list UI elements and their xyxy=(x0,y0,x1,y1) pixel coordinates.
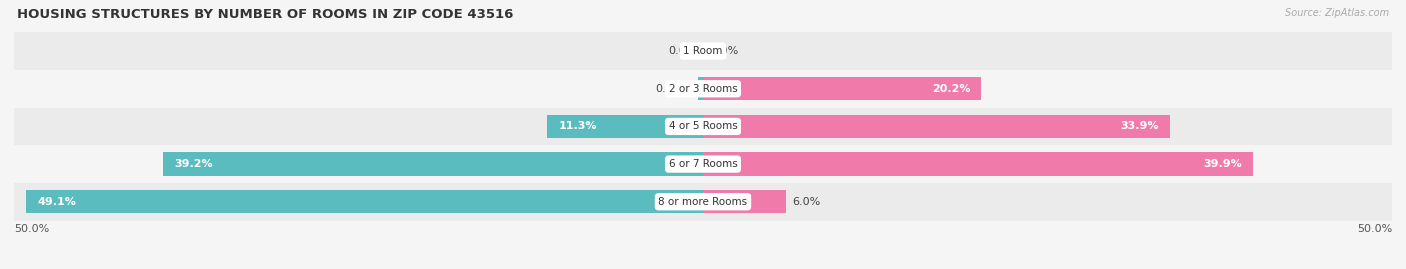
Bar xyxy=(697,77,703,100)
Bar xyxy=(703,153,1253,176)
Bar xyxy=(14,145,1392,183)
Bar xyxy=(547,115,703,138)
Text: 1 Room: 1 Room xyxy=(683,46,723,56)
Text: 8 or more Rooms: 8 or more Rooms xyxy=(658,197,748,207)
Text: 6 or 7 Rooms: 6 or 7 Rooms xyxy=(669,159,737,169)
Text: 0.0%: 0.0% xyxy=(710,46,738,56)
Text: 4 or 5 Rooms: 4 or 5 Rooms xyxy=(669,121,737,132)
Text: 39.2%: 39.2% xyxy=(174,159,212,169)
Text: 20.2%: 20.2% xyxy=(932,84,970,94)
Text: 0.0%: 0.0% xyxy=(668,46,696,56)
Bar xyxy=(703,77,981,100)
Text: 0.37%: 0.37% xyxy=(655,84,690,94)
Bar xyxy=(14,32,1392,70)
Bar xyxy=(27,190,703,213)
Bar xyxy=(14,70,1392,108)
Bar xyxy=(703,115,1170,138)
Bar xyxy=(14,183,1392,221)
Text: 49.1%: 49.1% xyxy=(38,197,76,207)
Text: 11.3%: 11.3% xyxy=(558,121,596,132)
Bar xyxy=(14,108,1392,145)
Bar xyxy=(163,153,703,176)
Text: 50.0%: 50.0% xyxy=(14,224,49,233)
Text: 33.9%: 33.9% xyxy=(1121,121,1159,132)
Text: Source: ZipAtlas.com: Source: ZipAtlas.com xyxy=(1285,8,1389,18)
Text: 39.9%: 39.9% xyxy=(1204,159,1241,169)
Text: 6.0%: 6.0% xyxy=(793,197,821,207)
Bar xyxy=(703,190,786,213)
Text: 50.0%: 50.0% xyxy=(1357,224,1392,233)
Text: HOUSING STRUCTURES BY NUMBER OF ROOMS IN ZIP CODE 43516: HOUSING STRUCTURES BY NUMBER OF ROOMS IN… xyxy=(17,8,513,21)
Text: 2 or 3 Rooms: 2 or 3 Rooms xyxy=(669,84,737,94)
